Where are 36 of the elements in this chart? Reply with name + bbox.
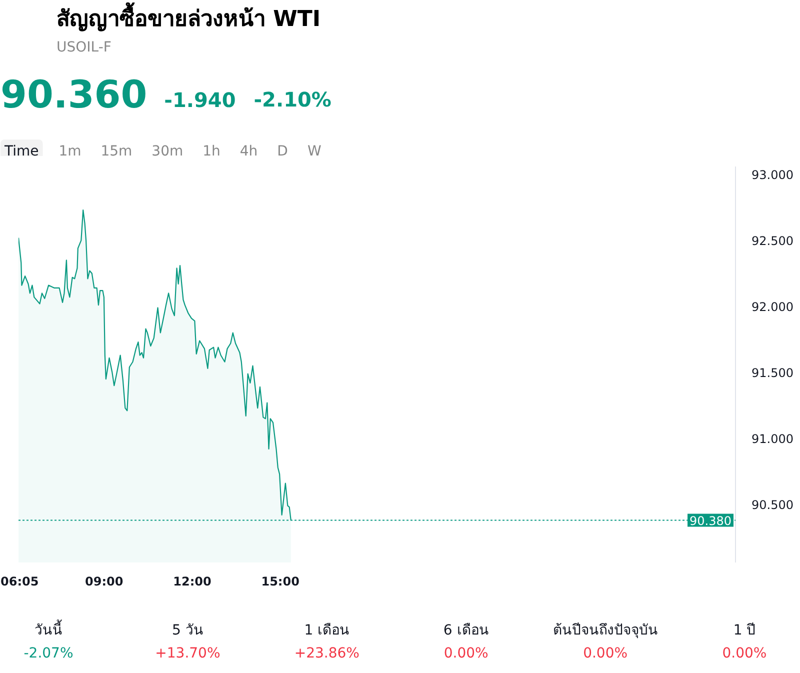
category-label: วันนี้ (34, 620, 62, 638)
y-tick-label: 92.000 (752, 300, 794, 314)
x-tick-label: 15:00 (261, 574, 300, 588)
text: 1h (202, 144, 220, 160)
category-label: ต้นปีจนถึงปัจจุบัน (552, 622, 658, 638)
text: D (277, 144, 288, 160)
category-label: 6 เดือน (443, 622, 489, 638)
text: W (307, 144, 322, 160)
y-tick-label: 92.500 (752, 234, 794, 248)
y-tick-label: 90.500 (752, 498, 794, 512)
x-tick-label: 09:00 (85, 574, 124, 588)
data-label: 0.00% (583, 646, 628, 662)
text: 90.360 (0, 72, 148, 116)
x-tick-label: 12:00 (173, 574, 212, 588)
x-tick-label: 06:05 (0, 574, 39, 588)
y-tick-label: 91.500 (752, 366, 794, 380)
text: 4h (240, 144, 258, 160)
y-tick-label: 93.000 (752, 168, 794, 182)
text: 30m (152, 144, 184, 160)
text: Time (4, 144, 39, 160)
text: 1m (58, 144, 82, 160)
y-tick-label: 91.000 (752, 432, 794, 446)
text: -2.10% (254, 88, 332, 112)
category-label: 1 เดือน (304, 622, 350, 638)
data-label: +13.70% (155, 646, 220, 662)
data-label: +23.86% (294, 646, 360, 662)
text: 15m (100, 144, 132, 160)
ref-line-label: 90.380 (690, 514, 732, 528)
text: -1.940 (164, 88, 236, 112)
data-label: 0.00% (444, 646, 488, 662)
chart-title: สัญญาซื้อขายล่วงหน้า WTI (56, 2, 321, 32)
data-label: -2.07% (24, 646, 74, 662)
category-label: 5 วัน (172, 622, 204, 638)
chart-subtitle: USOIL-F (56, 40, 112, 56)
category-label: 1 ปี (733, 622, 756, 638)
data-label: 0.00% (722, 646, 767, 662)
